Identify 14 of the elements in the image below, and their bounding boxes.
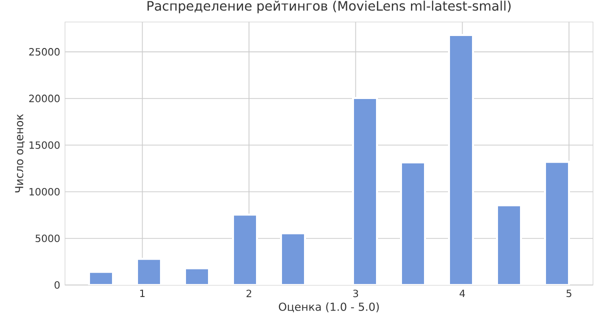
y-tick-label: 0 [54,281,60,289]
x-tick-label: 3 [353,290,358,298]
y-tick-label: 20000 [29,94,60,102]
y-tick-label: 25000 [29,48,60,56]
chart-title: Распределение рейтингов (MovieLens ml-latest-small) [148,0,511,14]
x-tick-label: 1 [140,290,145,297]
y-tick-label: 15000 [30,141,60,149]
y-axis-title: Число оценок [15,114,25,192]
x-tick-label: 4 [460,290,465,297]
y-tick-label: 10000 [30,188,60,196]
y-tick-label: 5000 [36,234,60,242]
x-axis-title: Оценка (1.0 - 5.0) [278,302,379,312]
x-tick-label: 2 [246,290,252,298]
x-tick-label: 5 [566,290,572,298]
